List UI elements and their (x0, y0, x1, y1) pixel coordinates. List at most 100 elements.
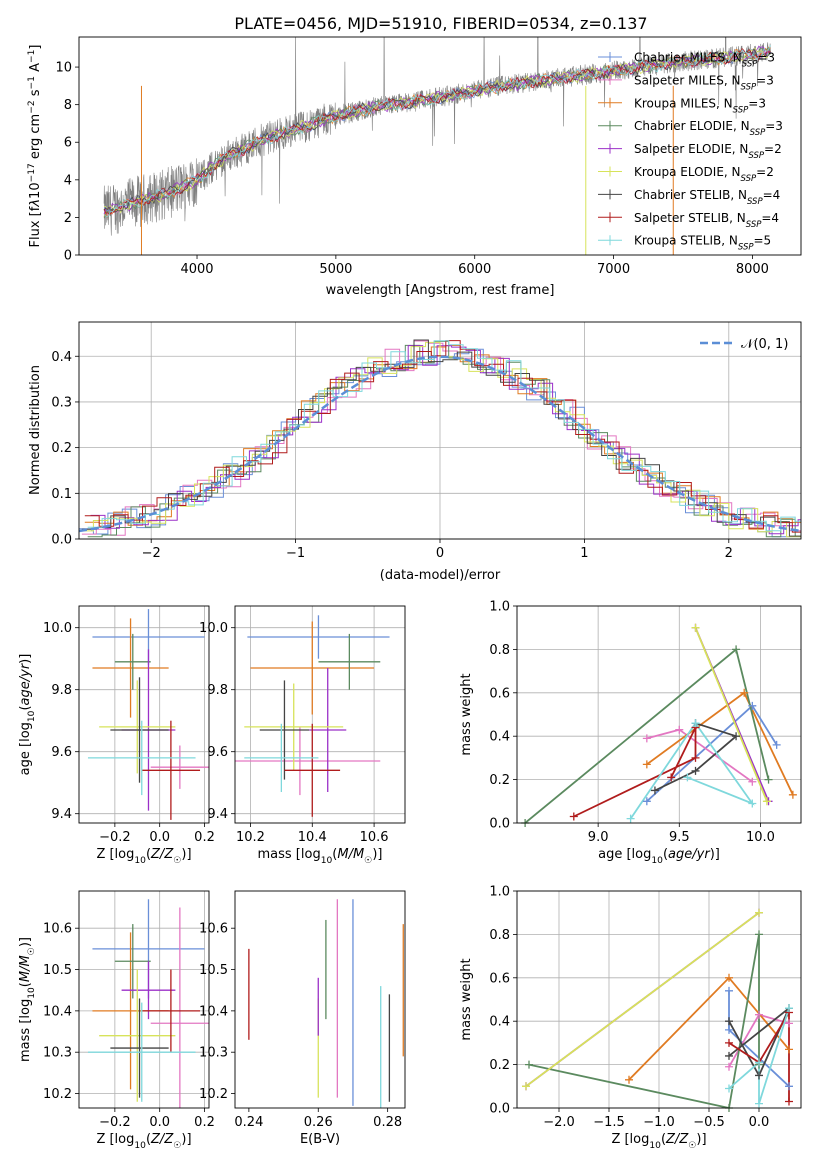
weight-marker-salpeter-stelib (667, 773, 676, 782)
weight-marker-salpeter-miles (748, 777, 757, 786)
label-part: )] (696, 1132, 706, 1147)
x-tick-label: −1.5 (593, 1115, 625, 1130)
x-tick-label: 0.26 (304, 1115, 333, 1130)
legend-label-salpeter-miles: Salpeter MILES, NSSP=3 (634, 73, 774, 92)
label-part: 10 (649, 1141, 661, 1151)
x-tick-label: 10.4 (298, 830, 327, 845)
weight-marker-salpeter-stelib (785, 1097, 793, 1106)
y-axis-label: mass [log10(M/M☉)] (18, 937, 37, 1062)
x-tick-label: 4000 (180, 262, 213, 277)
x-tick-label: 0.28 (373, 1115, 402, 1130)
axes-frame (78, 890, 210, 1109)
x-tick-label: −0.2 (99, 1115, 131, 1130)
y-tick-label: 10.3 (199, 1046, 228, 1061)
weight-marker-chabrier-miles (725, 986, 733, 995)
y-tick-label: 10.0 (43, 621, 72, 636)
label-part: ( (18, 705, 33, 710)
legend-label-text: Chabrier STELIB, N (634, 188, 747, 202)
label-part: M/M (18, 955, 33, 982)
label-part: age [log (598, 847, 651, 862)
legend-label-text: Kroupa STELIB, N (634, 234, 738, 248)
label-part: ☉ (688, 1141, 696, 1151)
weight-marker-kroupa-stelib (755, 1099, 763, 1108)
y-tick-label: 0.0 (489, 817, 510, 832)
y-tick-label: 0.2 (51, 441, 72, 456)
weight-marker-chabrier-stelib (732, 732, 741, 741)
legend-label-text: =2 (764, 142, 782, 156)
weight-line-kroupa-stelib (728, 1007, 790, 1104)
histogram-salpeter-elodie (90, 345, 801, 535)
x-tick-label: 2 (725, 546, 733, 561)
x-tick-label: 0 (436, 546, 444, 561)
label-part: Z/Z (150, 1132, 174, 1147)
weight-marker-chabrier-miles (785, 1082, 793, 1091)
weight-marker-chabrier-elodie (732, 645, 741, 654)
label-part: )] (372, 847, 382, 862)
plot-area-mass_vs_Z (87, 899, 209, 1108)
weight-marker-kroupa-elodie (691, 623, 700, 632)
x-tick-label: 6000 (458, 262, 491, 277)
label-part: age [log (18, 722, 33, 775)
legend-label-text: =5 (754, 234, 772, 248)
label-part: )] (181, 847, 191, 862)
normal-distribution-curve (79, 355, 801, 533)
weight-marker-salpeter-miles (675, 725, 684, 734)
label-part: −1 (27, 76, 37, 89)
label-part: 10 (651, 856, 663, 866)
label-part: 10 (134, 1141, 146, 1151)
x-tick-label: 10.6 (360, 830, 389, 845)
panel-weight_vs_Z: −2.0 −1.5 −1.0 −0.5 0.0 0.0 0.2 0.4 0.6 0.8 1.0 Z [… (459, 885, 802, 1151)
weight-line-chabrier-stelib (654, 722, 738, 792)
weight-marker-kroupa-stelib (626, 814, 635, 823)
weight-marker-kroupa-stelib (748, 799, 757, 808)
legend-label-text: Kroupa ELODIE, N (634, 165, 741, 179)
legend-label-text: =2 (756, 165, 774, 179)
y-tick-label: 0.2 (489, 773, 510, 788)
y-tick-label: 0.1 (51, 487, 72, 502)
label-part: )] (18, 937, 33, 947)
weight-marker-kroupa-miles (785, 1045, 793, 1054)
weight-marker-salpeter-miles (725, 1062, 733, 1071)
y-tick-label: 10.4 (43, 1004, 72, 1019)
y-tick-label: 6 (64, 136, 72, 151)
weight-marker-kroupa-stelib (691, 719, 700, 728)
legend-label-kroupa-stelib: Kroupa STELIB, NSSP=5 (634, 234, 771, 253)
x-tick-label: 0.0 (149, 1115, 170, 1130)
plot-area-mass_vs_ebv (248, 899, 404, 1108)
x-axis-label: Z [log10(Z/Z☉)] (96, 847, 191, 866)
y-tick-label: 0.2 (489, 1058, 510, 1073)
label-part: −17 (27, 163, 37, 182)
legend-label-text: Salpeter STELIB, N (634, 211, 746, 225)
x-tick-label: −0.2 (99, 830, 131, 845)
weight-marker-salpeter-stelib (725, 1038, 733, 1047)
weight-marker-salpeter-miles (755, 1010, 763, 1019)
x-tick-label: −1.0 (643, 1115, 675, 1130)
label-part: ( (146, 1132, 151, 1147)
legend-label-text: Salpeter ELODIE, N (634, 142, 748, 156)
label-part: ☉ (364, 856, 372, 866)
weight-marker-kroupa-miles (725, 973, 733, 982)
x-axis-label: Z [log10(Z/Z☉)] (611, 1132, 706, 1151)
x-tick-label: −2 (142, 546, 161, 561)
label-part: mass [log (18, 999, 33, 1062)
y-axis-label: mass weight (459, 673, 474, 755)
legend-label-text: =3 (765, 119, 783, 133)
y-tick-label: 9.6 (51, 745, 72, 760)
legend-label-sub: SSP (742, 60, 758, 70)
weight-line-kroupa-elodie (694, 627, 768, 802)
legend-label-chabrier-stelib: Chabrier STELIB, NSSP=4 (634, 188, 780, 207)
y-tick-label: 0.0 (489, 1102, 510, 1117)
y-tick-label: 9.4 (51, 807, 72, 822)
x-axis-label: Z [log10(Z/Z☉)] (96, 1132, 191, 1151)
legend-label-sub: SSP (750, 128, 766, 138)
plot-area-age_vs_Z (87, 609, 209, 820)
histogram-kroupa-stelib (87, 340, 801, 532)
x-axis-label: mass [log10(M/M☉)] (258, 847, 383, 866)
y-tick-label: 10.4 (199, 1004, 228, 1019)
weight-marker-kroupa-stelib (683, 773, 692, 782)
label-part: 10 (321, 856, 333, 866)
legend-label-salpeter-stelib: Salpeter STELIB, NSSP=4 (634, 211, 779, 230)
label-part: mass [log (258, 847, 321, 862)
legend-label-sub: SSP (738, 243, 754, 253)
plot-area-residuals (79, 339, 801, 538)
